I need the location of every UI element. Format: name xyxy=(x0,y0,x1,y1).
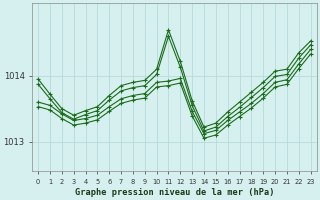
X-axis label: Graphe pression niveau de la mer (hPa): Graphe pression niveau de la mer (hPa) xyxy=(75,188,274,197)
